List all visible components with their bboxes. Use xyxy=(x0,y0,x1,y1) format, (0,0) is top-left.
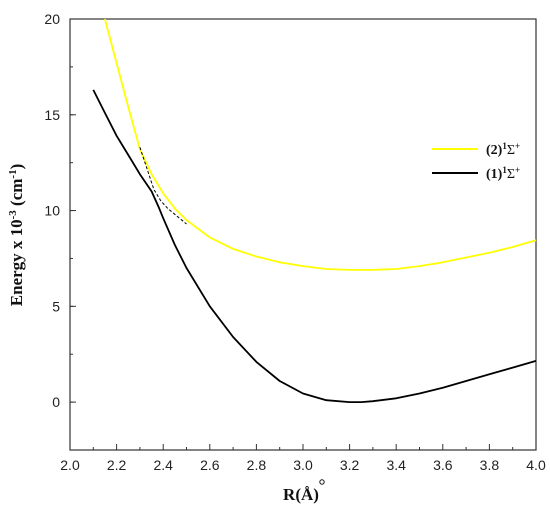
x-axis-title-main: R( xyxy=(283,485,301,504)
y-axis-title-unit-exp: -1 xyxy=(7,169,19,178)
y-tick-label: 0 xyxy=(52,394,60,410)
y-tick-label: 15 xyxy=(44,107,60,123)
x-tick-label: 4.0 xyxy=(526,457,546,473)
y-tick-label: 10 xyxy=(44,203,60,219)
x-axis-ticks: 2.0 2.2 2.4 2.6 2.8 3.0 3.2 3.4 3.6 3.8 4.0 xyxy=(60,444,546,473)
x-tick-label: 2.0 xyxy=(60,457,80,473)
y-tick-label: 5 xyxy=(52,298,60,314)
x-axis-title-close: ) xyxy=(313,485,319,504)
series-line-lower xyxy=(92,89,537,403)
x-tick-label: 2.4 xyxy=(153,457,173,473)
y-axis-title-exp: -3 xyxy=(7,210,19,220)
y-axis-ticks: 0 5 10 15 20 xyxy=(44,11,76,451)
angstrom-ring xyxy=(319,479,325,485)
x-tick-label: 2.2 xyxy=(107,457,127,473)
data-series xyxy=(92,18,537,403)
x-tick-label: 3.8 xyxy=(480,457,500,473)
x-axis-title: R(Å) xyxy=(283,485,319,504)
legend-label-series-2: (2)1Σ+ xyxy=(486,141,520,158)
plot-border xyxy=(69,18,537,451)
y-axis-title: Energy x 10-3 (cm-1) xyxy=(7,164,26,307)
legend: (2)1Σ+ (1)1Σ+ xyxy=(432,141,520,182)
x-tick-label: 3.2 xyxy=(340,457,360,473)
x-tick-label: 3.0 xyxy=(293,457,313,473)
y-axis-title-main: Energy x 10 xyxy=(7,219,26,306)
crossing-dashed-line xyxy=(139,147,187,225)
x-tick-label: 2.6 xyxy=(200,457,220,473)
x-axis-title-unit: Å xyxy=(301,485,314,504)
x-tick-label: 3.6 xyxy=(433,457,453,473)
plot-frame xyxy=(69,18,537,451)
x-tick-label: 2.8 xyxy=(247,457,267,473)
legend-label-series-1: (1)1Σ+ xyxy=(486,165,520,182)
y-tick-label: 20 xyxy=(44,11,60,27)
y-axis-title-unit: (cm xyxy=(7,179,26,211)
x-tick-label: 3.4 xyxy=(386,457,406,473)
series-line-upper xyxy=(104,18,537,271)
y-axis-title-close: ) xyxy=(7,164,26,170)
